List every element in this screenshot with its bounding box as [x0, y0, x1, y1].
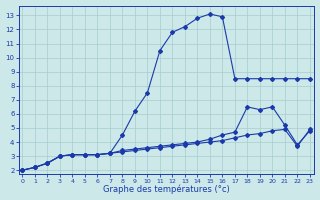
X-axis label: Graphe des températures (°c): Graphe des températures (°c)	[103, 185, 229, 194]
